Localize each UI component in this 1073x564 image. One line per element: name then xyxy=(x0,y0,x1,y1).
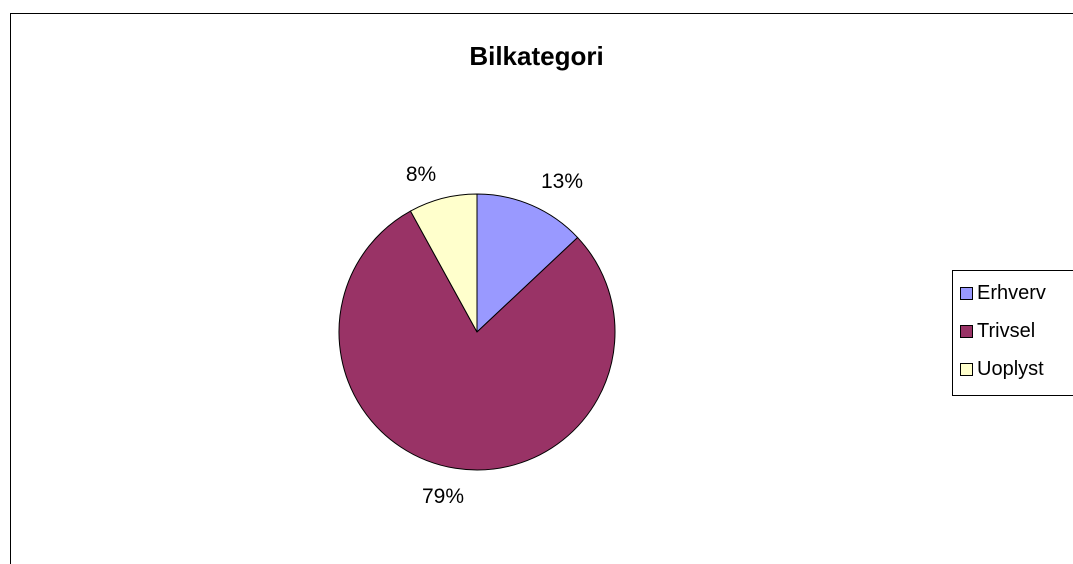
pie-data-labels: 13% 79% 8% xyxy=(406,163,583,508)
legend-swatch xyxy=(960,286,973,300)
pie-slices xyxy=(338,193,616,471)
pie-slice-uoplyst xyxy=(409,193,478,333)
pie-label-uoplyst: 8% xyxy=(406,163,436,186)
pie-slice-trivsel xyxy=(338,210,616,471)
legend-item-uoplyst: Uoplyst xyxy=(960,357,1044,381)
chart-title: Bilkategori xyxy=(469,41,604,71)
chart-legend: Erhverv Trivsel Uoplyst xyxy=(952,270,1073,396)
pie-slice-erhverv xyxy=(476,193,579,334)
pie-label-trivsel: 79% xyxy=(422,485,464,508)
legend-label: Trivsel xyxy=(977,319,1036,342)
legend-label: Erhverv xyxy=(977,281,1046,304)
pie-label-erhverv: 13% xyxy=(541,170,583,193)
legend-item-erhverv: Erhverv xyxy=(960,281,1046,305)
legend-swatch xyxy=(960,324,973,338)
legend-label: Uoplyst xyxy=(977,357,1044,380)
legend-item-trivsel: Trivsel xyxy=(960,319,1035,343)
legend-swatch xyxy=(960,362,973,376)
